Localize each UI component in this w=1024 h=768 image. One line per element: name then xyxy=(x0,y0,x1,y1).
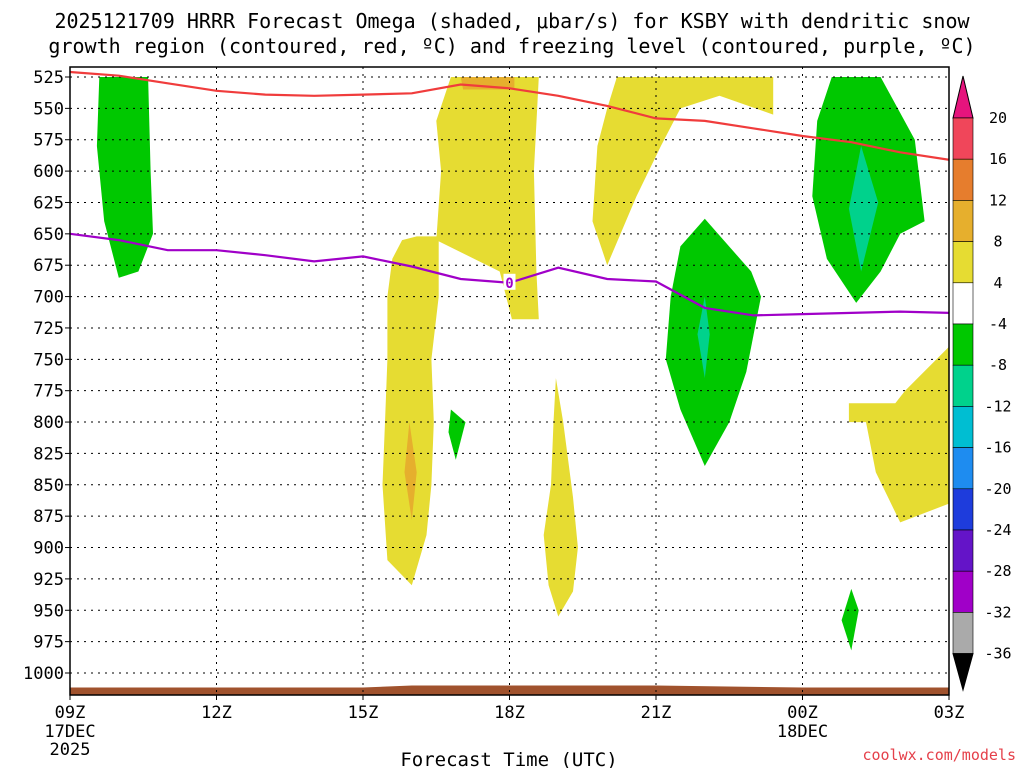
freezing-level-label: 0 xyxy=(505,276,513,292)
ytick-label-850: 850 xyxy=(33,476,64,496)
omega-region-yellow-lower-left xyxy=(382,236,439,586)
colorbar-label--4: -4 xyxy=(989,315,1007,333)
omega-region-teal-right xyxy=(848,146,879,272)
xtick-label-09Z: 09Z xyxy=(55,703,86,723)
ytick-label-625: 625 xyxy=(33,193,64,213)
ytick-label-725: 725 xyxy=(33,319,64,339)
colorbar-label--20: -20 xyxy=(984,480,1011,498)
ytick-label-900: 900 xyxy=(33,539,64,559)
xtick-label-03Z: 03Z xyxy=(934,703,965,723)
omega-region-yellow-col-right xyxy=(592,77,774,266)
colorbar-label--24: -24 xyxy=(984,521,1011,539)
colorbar-bin--20-to--24 xyxy=(952,488,974,531)
colorbar-label-20: 20 xyxy=(989,109,1007,127)
xtick-year-09Z: 2025 xyxy=(50,740,91,760)
omega-region-green-small-800 xyxy=(448,409,466,460)
omega-region-teal-mid xyxy=(697,296,710,379)
ytick-label-675: 675 xyxy=(33,256,64,276)
colorbar-label--12: -12 xyxy=(984,397,1011,415)
colorbar-bin--24-to--28 xyxy=(952,529,974,572)
colorbar-label-8: 8 xyxy=(993,233,1002,251)
colorbar-bottom-arrow xyxy=(952,653,974,692)
xtick-label-21Z: 21Z xyxy=(641,703,672,723)
contour-lines: 0 xyxy=(70,70,949,317)
colorbar-bin--32-to--36 xyxy=(952,612,974,654)
colorbar: 20 16 12 8 4 -4 -8 -12 -16 -20 -24 -28 -32 -36 xyxy=(952,75,1012,692)
colorbar-label--36: -36 xyxy=(984,645,1011,663)
omega-region-yellow-lower-mid xyxy=(543,378,578,617)
colorbar-bin--16-to--20 xyxy=(952,447,974,490)
ytick-label-925: 925 xyxy=(33,570,64,590)
ytick-label-550: 550 xyxy=(33,99,64,119)
colorbar-bin-8-to-4 xyxy=(952,241,974,284)
omega-region-yellow-col-top xyxy=(436,77,539,320)
colorbar-label-12: 12 xyxy=(989,191,1007,209)
colorbar-bin--28-to--32 xyxy=(952,570,974,613)
ytick-label-650: 650 xyxy=(33,225,64,245)
omega-region-green-mid xyxy=(665,218,761,466)
xtick-date-09Z: 17DEC xyxy=(44,722,95,742)
chart-title-line-1: 2025121709 HRRR Forecast Omega (shaded, … xyxy=(54,9,970,33)
credit-link[interactable]: coolwx.com/models xyxy=(862,746,1016,764)
colorbar-label--32: -32 xyxy=(984,603,1011,621)
colorbar-label-16: 16 xyxy=(989,150,1007,168)
colorbar-label--8: -8 xyxy=(989,356,1007,374)
xtick-label-15Z: 15Z xyxy=(348,703,379,723)
x-axis-label: Forecast Time (UTC) xyxy=(400,749,617,768)
ytick-label-750: 750 xyxy=(33,350,64,370)
colorbar-label--16: -16 xyxy=(984,439,1011,457)
ytick-label-875: 875 xyxy=(33,507,64,527)
xtick-label-12Z: 12Z xyxy=(201,703,232,723)
colorbar-bin--4-to--8 xyxy=(952,323,974,366)
colorbar-bin-12-to-8 xyxy=(952,200,974,242)
colorbar-bin-20-to-16 xyxy=(952,117,974,160)
omega-shading xyxy=(96,77,949,651)
ytick-label-700: 700 xyxy=(33,288,64,308)
ytick-label-975: 975 xyxy=(33,633,64,653)
colorbar-top-arrow xyxy=(952,75,974,119)
omega-region-orange-lower-left xyxy=(404,422,417,520)
colorbar-label-4: 4 xyxy=(993,274,1002,292)
omega-region-green-col-1 xyxy=(96,77,153,278)
ytick-label-825: 825 xyxy=(33,444,64,464)
chart-title-line-2: growth region (contoured, red, ºC) and f… xyxy=(48,34,975,58)
ytick-label-525: 525 xyxy=(33,68,64,88)
ytick-label-1000: 1000 xyxy=(23,664,64,684)
xtick-date-00Z: 18DEC xyxy=(777,722,828,742)
colorbar-bin--8-to--12 xyxy=(952,364,974,407)
xtick-label-18Z: 18Z xyxy=(494,703,525,723)
colorbar-bin-16-to-12 xyxy=(952,158,974,201)
ytick-label-775: 775 xyxy=(33,382,64,402)
colorbar-label--28: -28 xyxy=(984,562,1011,580)
ytick-label-575: 575 xyxy=(33,131,64,151)
freezing-label-bg xyxy=(503,273,516,290)
xtick-label-00Z: 00Z xyxy=(787,703,818,723)
colorbar-bin-4-to--4 xyxy=(952,282,974,325)
ytick-label-600: 600 xyxy=(33,162,64,182)
dgz-contour-line xyxy=(70,70,949,161)
omega-region-green-small-950 xyxy=(841,588,859,651)
ytick-label-800: 800 xyxy=(33,413,64,433)
ytick-label-950: 950 xyxy=(33,601,64,621)
colorbar-bin--12-to--16 xyxy=(952,406,974,448)
y-axis-ticks: 525 550 575 600 625 650 675 700 725 750 775 800 825 8… xyxy=(23,68,70,684)
omega-region-yellow-right-lower xyxy=(848,346,949,523)
